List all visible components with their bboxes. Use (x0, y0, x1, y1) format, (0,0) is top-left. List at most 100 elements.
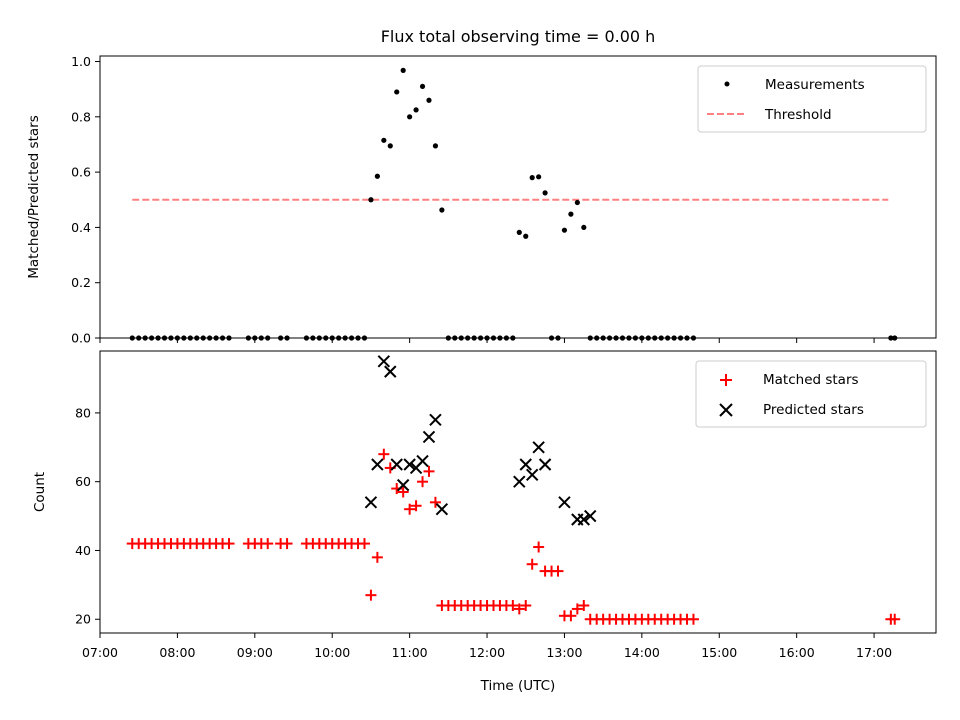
top-y-tick-label: 0.2 (71, 275, 91, 290)
top-y-tick-label: 1.0 (71, 54, 91, 69)
top-y-tick-label: 0.4 (71, 220, 91, 235)
measurement-point (407, 114, 413, 120)
predicted-star-point (396, 478, 410, 492)
top-y-axis-label: Matched/Predicted stars (26, 115, 42, 278)
measurement-point (419, 83, 426, 90)
matched-star-point (365, 589, 377, 601)
matched-star-point (533, 541, 545, 553)
measurement-point (374, 173, 380, 179)
predicted-star-point (532, 441, 545, 454)
matched-star-point (358, 538, 370, 550)
legend-predicted-marker (719, 403, 733, 417)
matched-star-point (262, 538, 274, 550)
predicted-star-point (371, 458, 384, 471)
predicted-star-point (377, 355, 391, 368)
measurement-point (561, 227, 568, 233)
bottom-y-axis-label: Count (32, 472, 48, 512)
measurement-point (394, 89, 400, 95)
matched-star-point (571, 603, 583, 615)
predicted-star-point (525, 468, 539, 482)
top-y-tick-label: 0.8 (71, 109, 91, 124)
top-legend: Measurements Threshold (697, 65, 927, 133)
matched-star-point (378, 448, 390, 460)
matched-star-point (404, 503, 416, 515)
predicted-star-point (435, 502, 449, 516)
measurement-point (581, 224, 587, 231)
measurement-point (432, 143, 439, 149)
matched-star-point (223, 538, 235, 550)
predicted-star-point (416, 454, 429, 468)
predicted-star-point (577, 513, 591, 526)
measurement-point (542, 190, 548, 196)
measurement-point (439, 207, 445, 213)
matched-star-point (687, 613, 699, 625)
predicted-star-point (519, 458, 532, 471)
legend-predicted-label: Predicted stars (763, 402, 864, 418)
chart-title: Flux total observing time = 0.00 h (381, 27, 656, 46)
legend-measurements-label: Measurements (765, 77, 865, 93)
predicted-star-point (403, 458, 416, 471)
predicted-star-point (422, 430, 436, 444)
measurement-point (568, 211, 574, 217)
matched-star-point (520, 599, 532, 611)
predicted-star-point (513, 475, 526, 488)
predicted-star-point (584, 509, 597, 523)
matched-star-point (889, 613, 901, 625)
top-axes-frame (99, 55, 937, 339)
x-tick-label: 13:00 (546, 645, 582, 660)
x-tick-label: 12:00 (469, 645, 505, 660)
measurement-point (536, 174, 542, 180)
measurement-point (516, 229, 522, 235)
matched-star-point (578, 599, 590, 611)
bottom-legend-box (695, 360, 927, 428)
x-tick-label: 17:00 (856, 645, 892, 660)
predicted-star-point (558, 496, 571, 509)
matched-star-point (513, 603, 525, 615)
matched-star-point (552, 565, 564, 577)
x-tick-label: 10:00 (314, 645, 350, 660)
measurement-point (387, 143, 393, 149)
matched-star-point (281, 538, 293, 550)
measurement-point (574, 199, 580, 206)
top-y-tick-label: 0.0 (71, 331, 91, 346)
bottom-legend: Matched stars Predicted stars (695, 360, 927, 428)
x-axis-label: Time (UTC) (480, 678, 556, 694)
predicted-star-point (390, 458, 403, 471)
predicted-star-point (429, 413, 442, 426)
x-tick-label: 09:00 (237, 645, 273, 660)
bottom-panel: 20 40 60 80 07:00 08:00 09:00 10:00 11:00 12:00 13… (32, 350, 937, 694)
top-legend-box (697, 65, 927, 133)
measurement-point (368, 197, 374, 203)
matched-star-point (410, 500, 422, 512)
bottom-y-tick-label: 40 (75, 543, 91, 558)
x-tick-label: 14:00 (624, 645, 660, 660)
predicted-star-point (364, 496, 378, 509)
x-tick-label: 08:00 (159, 645, 195, 660)
matched-star-point (397, 486, 409, 498)
matched-star-point (371, 551, 383, 563)
legend-threshold-label: Threshold (764, 107, 832, 123)
top-y-tick-label: 0.6 (71, 165, 91, 180)
x-tick-label: 11:00 (392, 645, 428, 660)
top-panel: 0.0 0.2 0.4 0.6 0.8 1.0 Matched/Predicted sta… (26, 54, 937, 346)
legend-measurements-marker (724, 81, 730, 87)
measurement-point (523, 233, 529, 239)
bottom-y-tick-label: 20 (75, 612, 91, 627)
matched-star-point (423, 465, 435, 477)
measurement-point (381, 137, 387, 143)
matched-star-point (429, 496, 441, 508)
matched-star-point (565, 610, 577, 622)
bottom-y-tick-label: 80 (75, 405, 91, 420)
measurement-point (529, 175, 535, 181)
matched-star-point (526, 558, 538, 570)
predicted-star-point (384, 365, 397, 378)
matched-star-point (417, 476, 429, 488)
x-tick-label: 16:00 (779, 645, 815, 660)
x-tick-label: 15:00 (701, 645, 737, 660)
matched-star-point (507, 599, 519, 611)
legend-matched-marker (720, 374, 732, 386)
x-tick-label: 07:00 (82, 645, 118, 660)
bottom-axes-frame (99, 350, 937, 634)
measurement-point (400, 67, 406, 73)
